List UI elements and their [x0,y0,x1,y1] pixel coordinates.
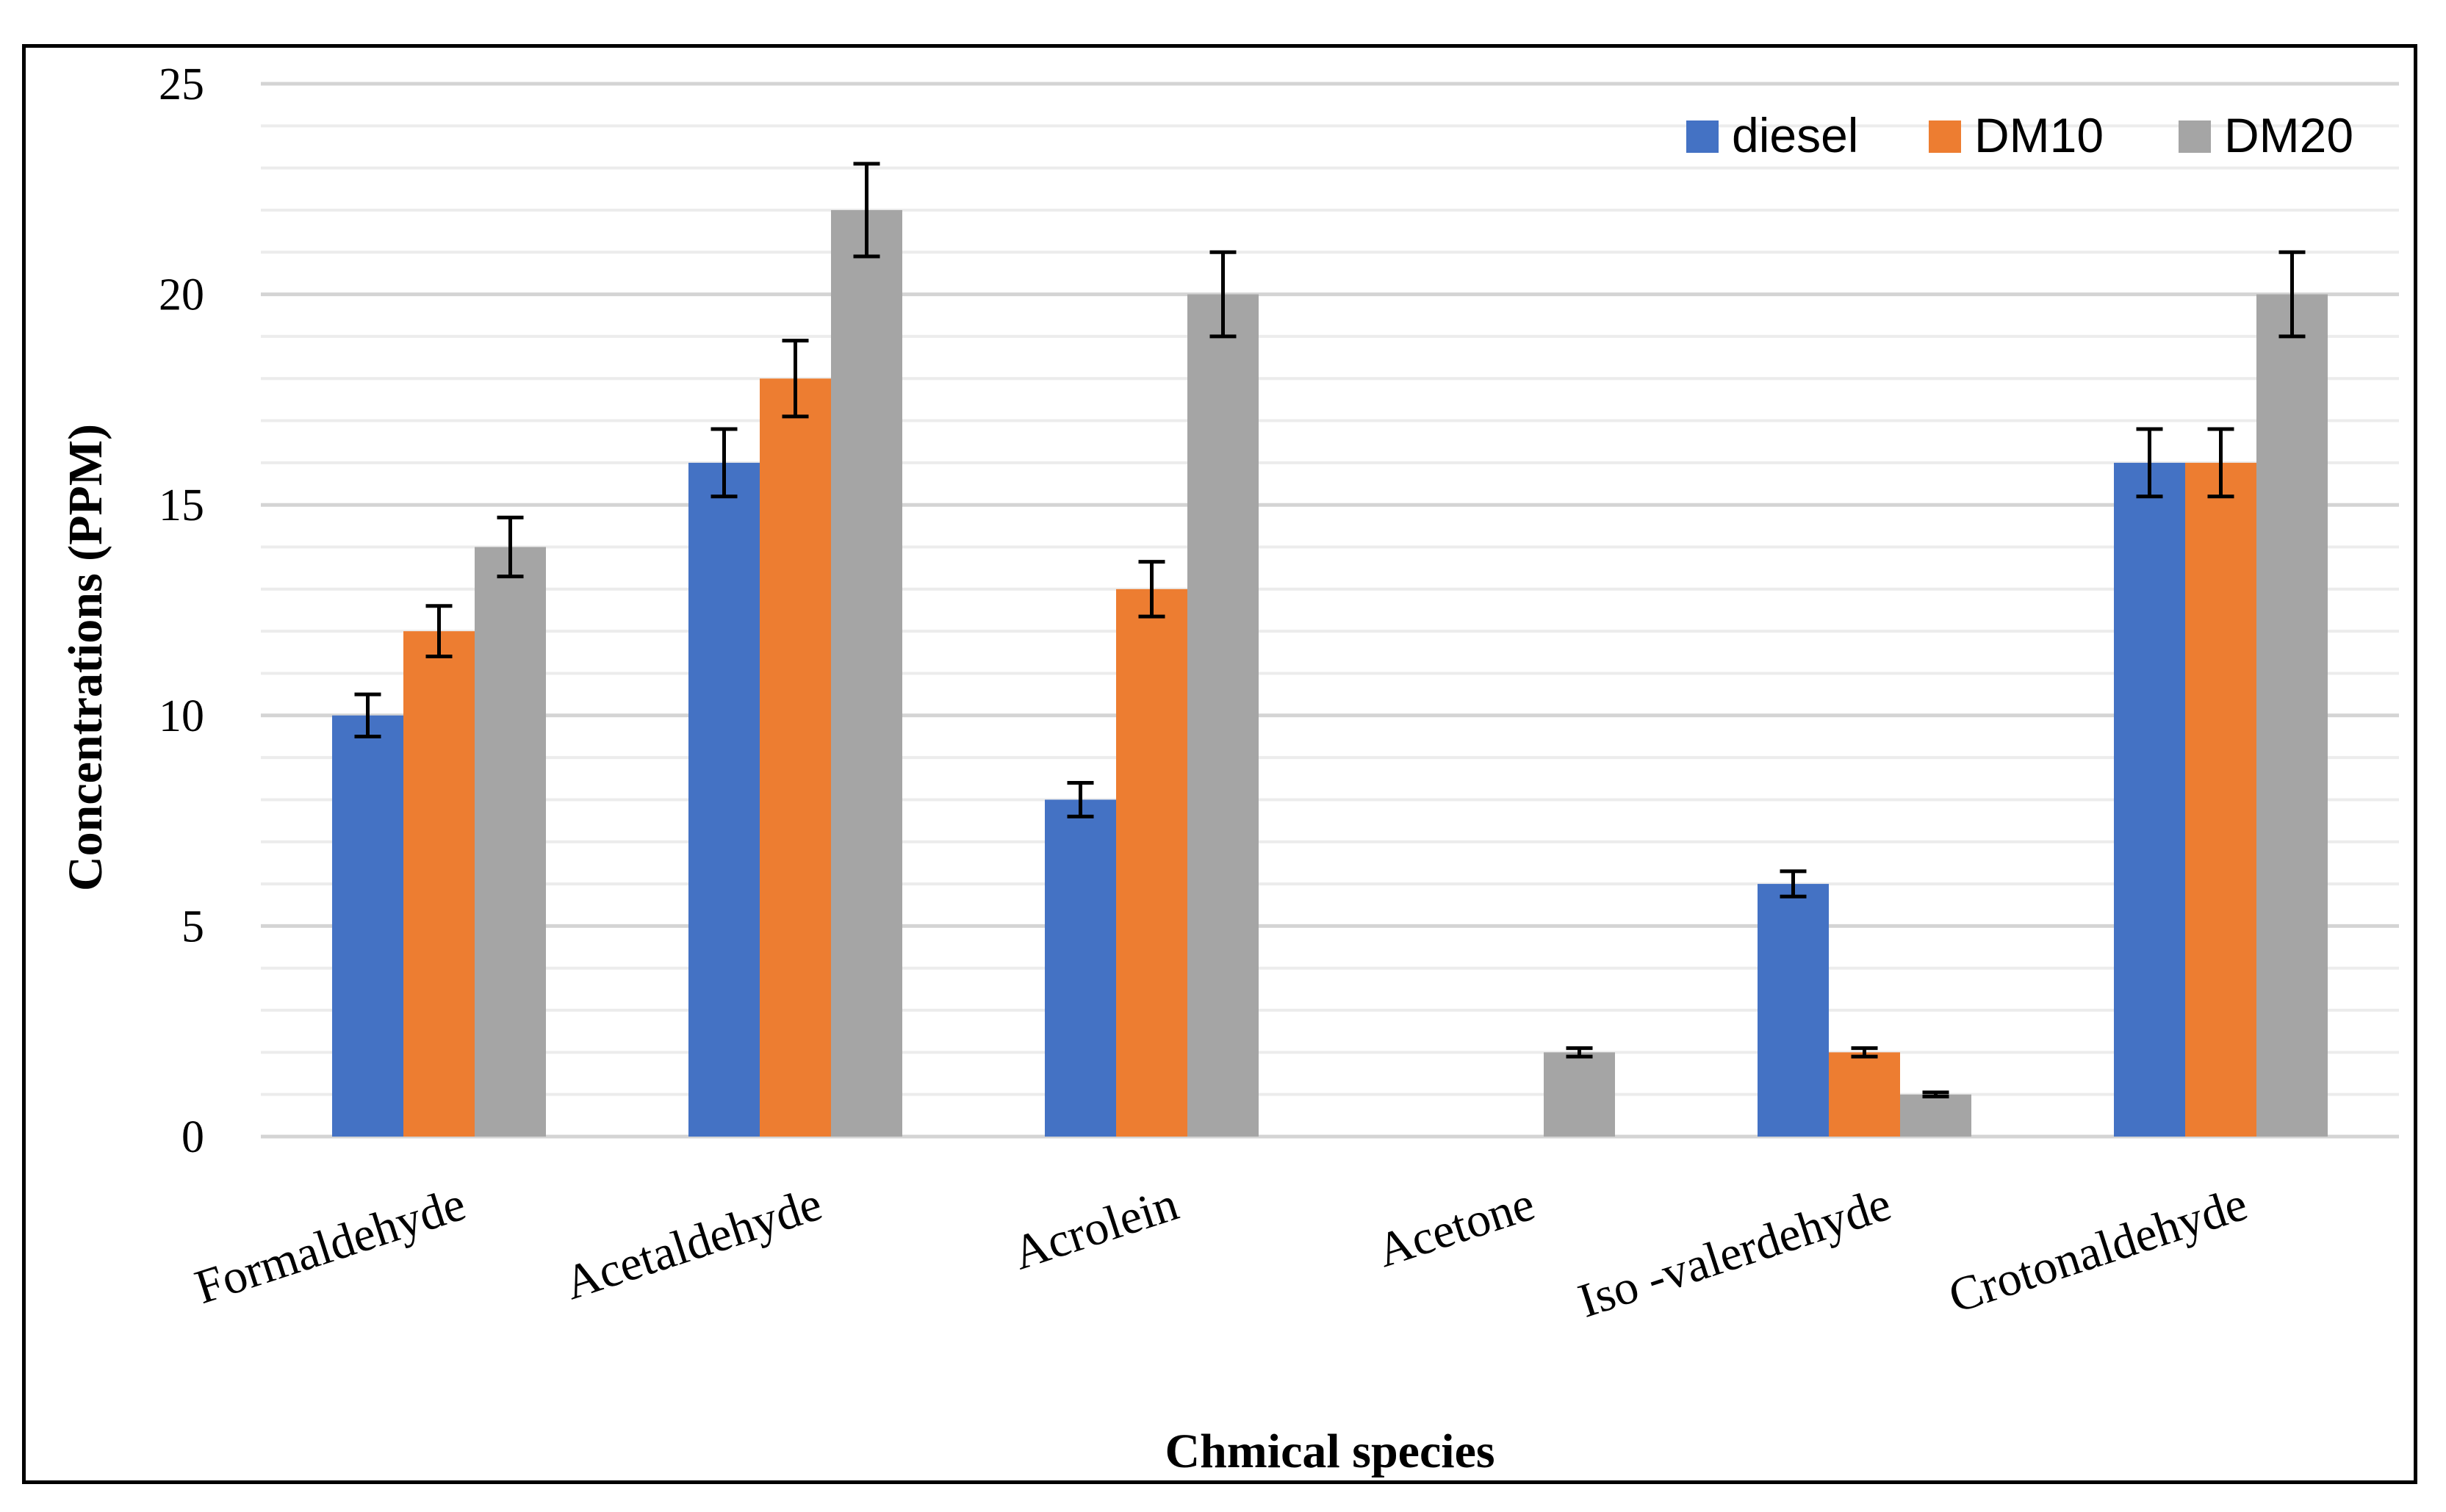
x-category-label: Acrolein [1007,1177,1184,1281]
x-category-label: Acetaldehyde [558,1177,829,1311]
y-tick-label: 20 [159,270,204,320]
legend: diesel DM10 DM20 [1686,108,2353,162]
bar-diesel [1758,884,1829,1137]
error-bar [1922,1090,1949,1099]
error-bar [1138,560,1165,619]
y-tick-label: 15 [159,480,204,530]
bar-dm20 [475,547,546,1137]
bar-diesel [2114,462,2185,1137]
legend-swatch-dm10 [1929,120,1961,153]
error-bar [2136,427,2163,499]
x-category-label: Crotonaldehyde [1943,1177,2253,1324]
x-category-label: Iso -valerdehyde [1572,1177,1898,1328]
bar-diesel [1045,799,1116,1137]
error-bar [782,339,809,419]
bar-dm20 [1900,1094,1971,1137]
bar-dm20 [831,209,902,1137]
error-bar [711,427,738,499]
bar-dm10 [1829,1052,1900,1137]
legend-label-diesel: diesel [1732,108,1858,162]
error-bar [1067,781,1094,818]
legend-swatch-dm20 [2179,120,2211,153]
y-tick-label: 25 [159,60,204,109]
error-bar [497,515,524,579]
legend-item-dm20: DM20 [2179,108,2353,162]
y-axis-ticks: 0 5 10 15 20 25 [159,60,204,1162]
y-tick-label: 10 [159,691,204,741]
error-bars [354,162,2306,1099]
error-bar [1851,1046,1878,1059]
bar-dm10 [2185,462,2256,1137]
bar-dm10 [403,631,475,1137]
legend-swatch-diesel [1686,120,1719,153]
error-bar [1566,1046,1593,1059]
chart: 0 5 10 15 20 25 Formaldehyde Acetaldehyde Acrol… [59,60,2399,1478]
gridlines [261,82,2399,1139]
bar-dm20 [2256,294,2328,1137]
bar-dm10 [1116,588,1187,1137]
error-bar [2278,250,2306,339]
x-category-label: Acetone [1370,1177,1541,1278]
x-axis-categories: Formaldehyde Acetaldehyde Acrolein Acetone I… [189,1177,2253,1328]
error-bar [354,692,381,738]
legend-label-dm10: DM10 [1974,108,2104,162]
legend-label-dm20: DM20 [2224,108,2353,162]
y-tick-label: 0 [181,1112,204,1162]
bar-dm10 [760,378,831,1137]
x-category-label: Formaldehyde [189,1177,472,1314]
error-bar [2207,427,2234,499]
legend-item-diesel: diesel [1686,108,1858,162]
x-axis-title: Chmical species [1165,1425,1494,1478]
error-bar [1209,250,1237,339]
chart-frame: 0 5 10 15 20 25 Formaldehyde Acetaldehyde Acrol… [22,44,2417,1484]
bar-dm20 [1544,1052,1615,1137]
y-axis-title: Concentrations (PPM) [59,424,112,891]
error-bar [853,162,880,259]
bar-diesel [688,462,760,1137]
error-bar [425,604,453,659]
bar-diesel [332,715,403,1137]
bar-dm20 [1187,294,1259,1137]
y-tick-label: 5 [181,901,204,951]
legend-item-dm10: DM10 [1929,108,2104,162]
bars [332,209,2328,1137]
error-bar [1780,869,1807,899]
